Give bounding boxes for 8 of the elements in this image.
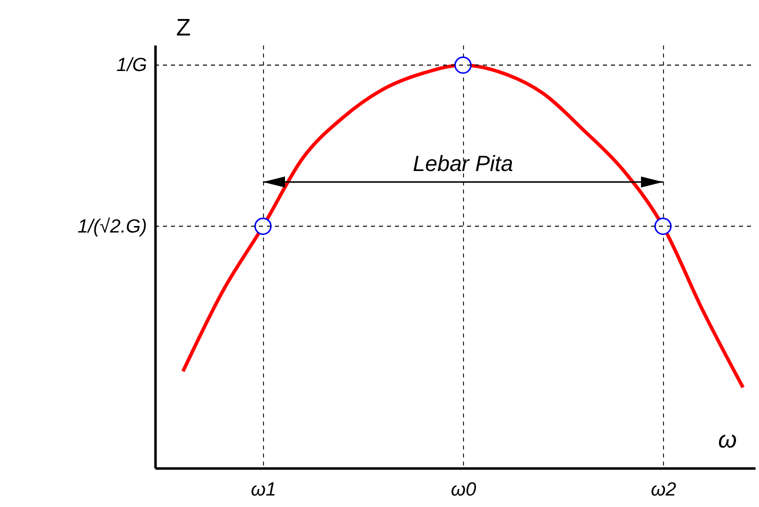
x-tick-label: ω0	[450, 480, 477, 500]
annotation: Lebar Pita	[412, 151, 514, 176]
ref-line-label: 1/(√2.G)	[77, 216, 147, 238]
x-tick-label: ω1	[250, 480, 276, 500]
y-axis-title: Z	[176, 14, 191, 42]
x-axis-title: ω	[718, 426, 737, 454]
ref-line-label: 1/G	[116, 55, 147, 76]
x-tick-label: ω2	[650, 480, 677, 500]
